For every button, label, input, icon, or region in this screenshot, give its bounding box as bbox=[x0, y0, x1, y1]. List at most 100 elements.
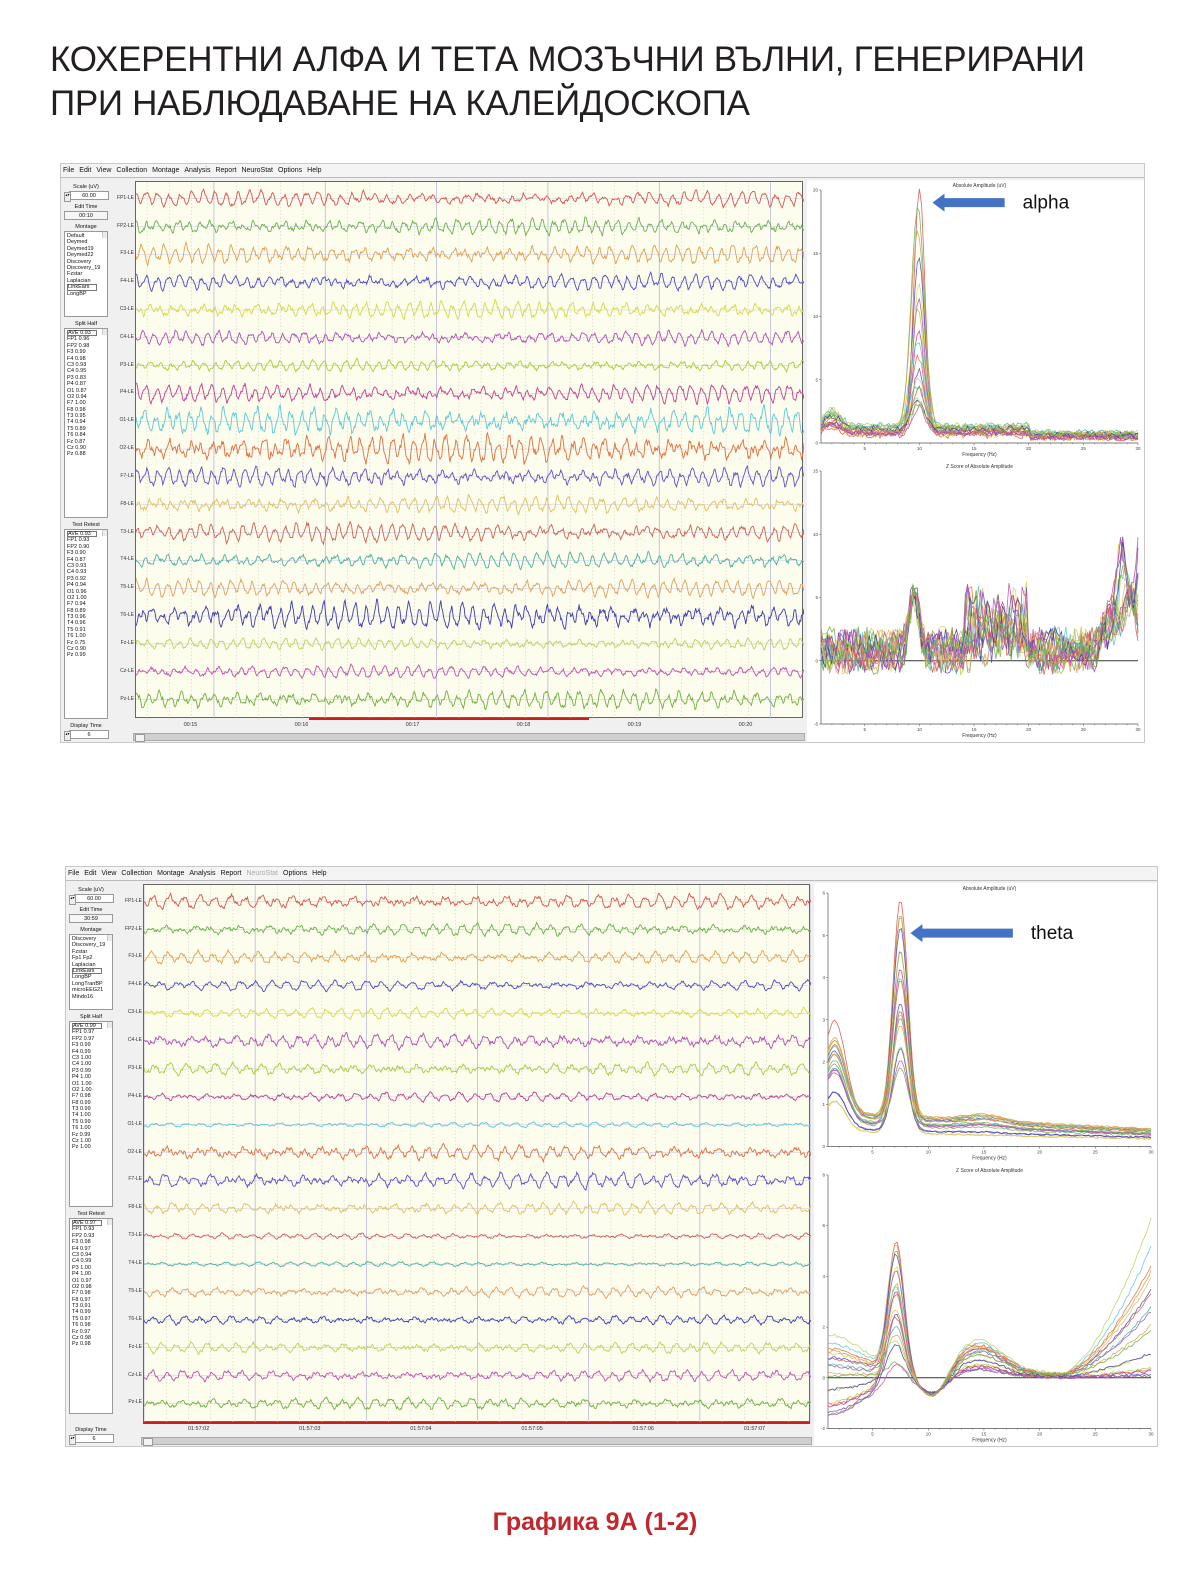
split-half-item: T3 0.99 bbox=[72, 1106, 91, 1113]
scale-input[interactable]: 60.00 ▴▾ bbox=[64, 191, 109, 202]
test-retest-item: F7 0.94 bbox=[67, 601, 86, 608]
split-half-scrollbar[interactable] bbox=[107, 1022, 112, 1029]
montage-option[interactable]: LinkEars bbox=[67, 284, 98, 291]
montage-option[interactable]: LongTranBP bbox=[72, 980, 103, 987]
menu-montage[interactable]: Montage bbox=[157, 870, 185, 877]
x-tick-label: 25 bbox=[1093, 1150, 1099, 1155]
test-retest-item: F8 0.97 bbox=[72, 1296, 91, 1303]
test-retest-scrollbar[interactable] bbox=[102, 530, 107, 537]
channel-label-t3-le: T3-LE bbox=[128, 1232, 142, 1239]
menu-edit[interactable]: Edit bbox=[84, 870, 97, 877]
test-retest-item: T3 0.91 bbox=[72, 1303, 91, 1310]
montage-listbox[interactable]: Default Deymed Deymed19 Deymed22 Discovery Di… bbox=[64, 231, 108, 317]
time-scrollbar[interactable] bbox=[141, 1437, 812, 1446]
display-time-value: 6 bbox=[92, 1436, 96, 1442]
spectrum-series-f4-le bbox=[827, 928, 1152, 1132]
spectrum-series-o1-le bbox=[820, 342, 1139, 438]
montage-option[interactable]: Laplacian bbox=[72, 961, 96, 968]
test-retest-scrollbar[interactable] bbox=[107, 1219, 112, 1226]
montage-option[interactable]: Deymed22 bbox=[67, 252, 94, 259]
menu-neurostat[interactable]: NeuroStat bbox=[246, 870, 279, 877]
display-time-input[interactable]: 6 ▴▾ bbox=[69, 1434, 114, 1445]
montage-scrollbar[interactable] bbox=[107, 935, 112, 942]
montage-option[interactable]: Deymed19 bbox=[67, 245, 94, 252]
menu-help[interactable]: Help bbox=[307, 167, 322, 174]
montage-option[interactable]: LongBP bbox=[72, 974, 92, 981]
split-half-scrollbar[interactable] bbox=[102, 329, 107, 336]
menu-options[interactable]: Options bbox=[283, 870, 308, 877]
test-retest-item: C3 0.94 bbox=[72, 1251, 92, 1258]
menu-view[interactable]: View bbox=[101, 870, 117, 877]
channel-labels: FP1-LE FP2-LE F3-LE F4-LE C3-LE C4-LE P3-LE P4-… bbox=[119, 884, 143, 1422]
menu-analysis[interactable]: Analysis bbox=[189, 870, 216, 877]
eeg-trace-fp1-le bbox=[135, 187, 805, 209]
menu-options[interactable]: Options bbox=[278, 167, 303, 174]
menu-edit[interactable]: Edit bbox=[79, 167, 92, 174]
display-time-input[interactable]: 6 ▴▾ bbox=[64, 730, 109, 741]
eeg-trace-o1-le bbox=[135, 403, 805, 438]
montage-scrollbar[interactable] bbox=[102, 232, 107, 239]
display-time-spinner[interactable]: ▴▾ bbox=[64, 731, 71, 741]
menu-neurostat[interactable]: NeuroStat bbox=[241, 167, 274, 174]
menu-collection[interactable]: Collection bbox=[116, 167, 148, 174]
scale-input[interactable]: 60.00 ▴▾ bbox=[69, 894, 114, 905]
montage-listbox[interactable]: Discovery Discovery_19 Fzstar Fp1 Fp2 Laplac… bbox=[69, 934, 113, 1010]
split-half-item: C4 0.95 bbox=[67, 368, 87, 375]
test-retest-item: Fz 0.97 bbox=[72, 1328, 91, 1335]
display-time-spinner[interactable]: ▴▾ bbox=[69, 1435, 76, 1445]
montage-option[interactable]: Discovery_19 bbox=[72, 942, 106, 949]
test-retest-item: O1 0.97 bbox=[72, 1277, 92, 1284]
split-half-item: P3 0.83 bbox=[67, 374, 86, 381]
scrollbar-thumb[interactable] bbox=[135, 734, 145, 742]
channel-label-o2-le: O2-LE bbox=[119, 445, 134, 452]
menu-analysis[interactable]: Analysis bbox=[184, 167, 211, 174]
scale-spinner[interactable]: ▴▾ bbox=[69, 895, 76, 905]
eeg-trace-f4-le bbox=[143, 978, 812, 993]
split-half-item: AVE 0.99 bbox=[72, 1023, 103, 1030]
spectral-panel: Absolute Amplitude (uV) 0 5 10 15 20 5 10 15 20 25… bbox=[807, 180, 1144, 742]
montage-option[interactable]: Default bbox=[67, 233, 85, 239]
test-retest-list: AVE 0.93 FP1 0.93 FP2 0.90 F3 0.90 F4 0.87 C3… bbox=[64, 529, 108, 719]
montage-option[interactable]: Laplacian bbox=[67, 277, 91, 284]
eeg-trace-p3-le bbox=[143, 1061, 812, 1078]
menu-report[interactable]: Report bbox=[215, 167, 237, 174]
channel-label-t4-le: T4-LE bbox=[120, 556, 134, 563]
spectrum-series-p3-le bbox=[827, 952, 1152, 1131]
x-tick-label: 20 bbox=[1037, 1431, 1043, 1436]
montage-option[interactable]: microEEG21 bbox=[72, 987, 104, 994]
menu-help[interactable]: Help bbox=[312, 870, 327, 877]
montage-option[interactable]: Fzstar bbox=[72, 948, 88, 955]
montage-option[interactable]: Mindo16 bbox=[72, 993, 94, 1000]
test-retest-item: P4 0.94 bbox=[67, 582, 86, 589]
menu-file[interactable]: File bbox=[68, 870, 80, 877]
montage-option[interactable]: LinkEars bbox=[72, 967, 103, 975]
eeg-trace-f7-le bbox=[135, 465, 805, 489]
menu-file[interactable]: File bbox=[63, 167, 75, 174]
spectrum-series-pz-le bbox=[820, 564, 1139, 672]
eeg-trace-plot bbox=[135, 181, 805, 719]
title-line-1: КОХЕРЕНТНИ АЛФА И ТЕТА МОЗЪЧНИ ВЪЛНИ, ГЕ… bbox=[50, 40, 1085, 79]
menu-view[interactable]: View bbox=[96, 167, 112, 174]
montage-option[interactable]: Fzstar bbox=[67, 271, 83, 278]
montage-option[interactable]: Fp1 Fp2 bbox=[72, 955, 93, 962]
scale-spinner[interactable]: ▴▾ bbox=[64, 192, 71, 202]
time-scrollbar[interactable] bbox=[133, 733, 805, 742]
control-sidebar: Scale (uV) 60.00 ▴▾ Edit Time 30:59 Montage Di… bbox=[66, 883, 116, 1446]
scrollbar-thumb[interactable] bbox=[143, 1438, 153, 1446]
x-axis-label: Frequency (Hz) bbox=[972, 1437, 1007, 1443]
montage-option[interactable]: Deymed bbox=[67, 239, 88, 246]
display-time-value: 6 bbox=[87, 732, 91, 738]
menu-montage[interactable]: Montage bbox=[152, 167, 180, 174]
montage-option[interactable]: Discovery bbox=[72, 936, 97, 942]
montage-option[interactable]: Discovery bbox=[67, 258, 92, 265]
test-retest-label: Test Retest bbox=[77, 1211, 105, 1217]
x-tick-label: 5 bbox=[863, 727, 866, 732]
menu-report[interactable]: Report bbox=[220, 870, 242, 877]
montage-option[interactable]: LongBP bbox=[67, 290, 87, 297]
y-tick-label: 5 bbox=[822, 933, 825, 938]
eeg-trace-fp2-le bbox=[135, 216, 805, 238]
channel-label-o1-le: O1-LE bbox=[127, 1120, 142, 1127]
montage-option[interactable]: Discovery_19 bbox=[67, 264, 101, 271]
menu-collection[interactable]: Collection bbox=[121, 870, 153, 877]
time-label: 01:57:03 bbox=[299, 1426, 321, 1432]
